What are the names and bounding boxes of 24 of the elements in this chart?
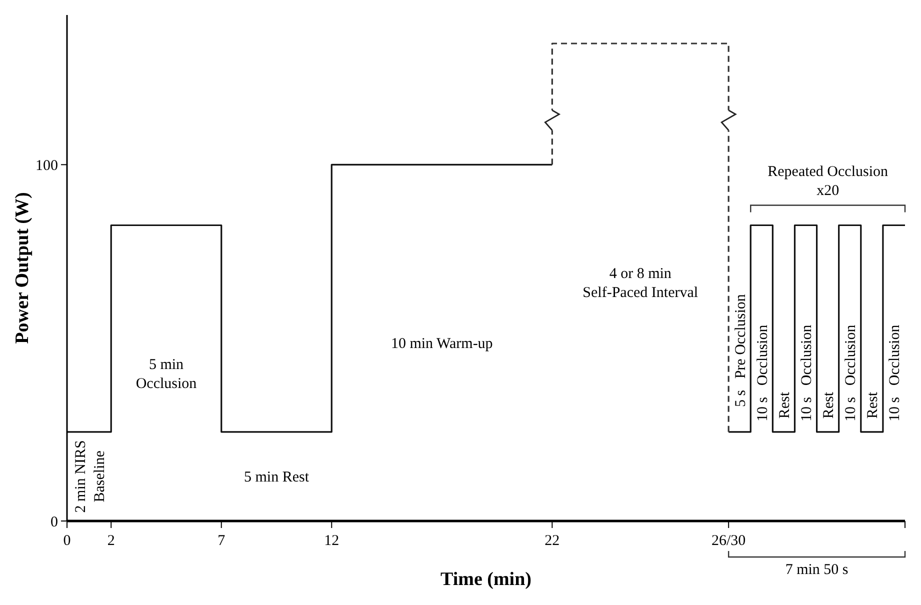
annotation: 5 s Pre Occlusion xyxy=(732,294,749,408)
annotation: Rest xyxy=(776,391,793,419)
text: 7 min 50 s xyxy=(785,562,848,578)
x-tick-label: 26/30 xyxy=(711,533,746,549)
annotation: 10 min Warm-up xyxy=(390,336,493,352)
y-tick-label: 100 xyxy=(36,158,58,174)
annotation: 10 s Occlusion xyxy=(843,324,860,422)
annotation: 10 s Occlusion xyxy=(754,324,771,422)
annotation: Repeated Occlusion x20 xyxy=(768,164,888,200)
x-axis-title: Time (min) xyxy=(440,569,532,590)
x-tick-label: 22 xyxy=(544,533,560,549)
x-tick-label: 7 xyxy=(218,533,226,549)
annotation: Rest xyxy=(821,391,838,419)
x-tick-label: 12 xyxy=(324,533,340,549)
x-tick-label: 0 xyxy=(63,533,71,549)
annotation: 4 or 8 min Self-Paced Interval xyxy=(582,266,698,302)
annotation: Rest xyxy=(865,391,882,419)
x-tick-label: 2 xyxy=(107,533,115,549)
annotation: 5 min Occlusion xyxy=(136,356,198,392)
annotation: 10 s Occlusion xyxy=(799,324,816,422)
annotation: 10 s Occlusion xyxy=(887,324,904,422)
annotation: 5 min Rest xyxy=(244,470,310,486)
y-axis-title: Power Output (W) xyxy=(12,192,33,344)
annotation: 2 min NIRS Baseline xyxy=(72,440,108,513)
